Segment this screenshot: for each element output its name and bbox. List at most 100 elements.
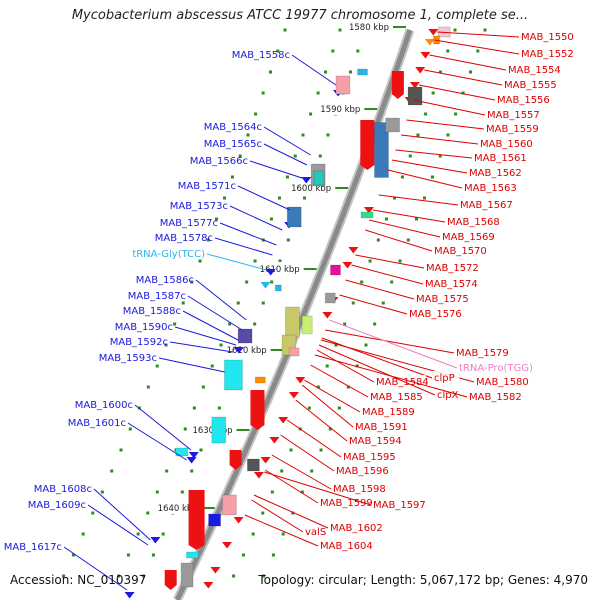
left-gene-label[interactable]: MAB_1565c (204, 139, 262, 150)
right-gene-label[interactable]: MAB_1559 (486, 124, 539, 135)
right-gene-label[interactable]: MAB_1568 (447, 217, 500, 228)
gene-minus-arrow[interactable] (188, 452, 199, 459)
left-gene-label[interactable]: MAB_1558c (232, 50, 290, 61)
gene-plus-arrow[interactable] (222, 542, 233, 549)
gene-plus-arrow[interactable] (278, 417, 289, 424)
gene-minus-arrow[interactable] (301, 177, 312, 184)
gene-block[interactable] (385, 117, 401, 133)
right-gene-label[interactable]: MAB_1550 (521, 32, 574, 43)
left-gene-label[interactable]: tRNA-Gly(TCC) (132, 249, 205, 260)
right-gene-label[interactable]: MAB_1563 (464, 183, 517, 194)
gene-plus-arrow[interactable] (342, 262, 353, 269)
right-gene-label[interactable]: MAB_1572 (426, 263, 479, 274)
right-gene-label[interactable]: MAB_1574 (425, 279, 478, 290)
gene-block[interactable] (237, 328, 253, 344)
right-gene-label[interactable]: MAB_1556 (497, 95, 550, 106)
gene-feature[interactable] (288, 347, 300, 357)
left-gene-label[interactable]: MAB_1590c (115, 322, 173, 333)
right-gene-label[interactable]: valS (305, 527, 326, 538)
right-gene-label[interactable]: MAB_1602 (330, 523, 383, 534)
gene-minus-arrow[interactable] (150, 537, 161, 544)
right-gene-label[interactable]: MAB_1597 (373, 500, 426, 511)
right-gene-label[interactable]: MAB_1585 (370, 392, 423, 403)
left-gene-label[interactable]: MAB_1564c (204, 122, 262, 133)
right-gene-label[interactable]: MAB_1584 (376, 377, 429, 388)
right-gene-label[interactable]: tRNA-Pro(TGG) (459, 363, 533, 374)
gene-block[interactable] (188, 490, 205, 550)
gene-feature[interactable] (175, 447, 189, 457)
gene-minus-arrow[interactable] (233, 347, 244, 354)
right-gene-label[interactable]: MAB_1589 (362, 407, 415, 418)
gene-minus-arrow[interactable] (260, 282, 271, 289)
gene-plus-arrow[interactable] (295, 377, 306, 384)
right-gene-label[interactable]: MAB_1594 (349, 436, 402, 447)
right-gene-label[interactable]: MAB_1569 (442, 232, 495, 243)
gene-plus-arrow[interactable] (322, 312, 333, 319)
right-gene-label[interactable]: clpP (434, 373, 455, 384)
left-gene-label[interactable]: MAB_1578c (155, 233, 213, 244)
gene-block[interactable] (250, 390, 265, 430)
gene-block[interactable] (391, 71, 404, 99)
gene-minus-arrow[interactable] (265, 269, 276, 276)
right-gene-label[interactable]: MAB_1557 (487, 110, 540, 121)
right-gene-label[interactable]: MAB_1596 (336, 466, 389, 477)
right-gene-label[interactable]: MAB_1599 (320, 498, 373, 509)
left-gene-label[interactable]: MAB_1609c (28, 500, 86, 511)
left-gene-label[interactable]: MAB_1600c (75, 400, 133, 411)
left-gene-label[interactable]: MAB_1586c (136, 275, 194, 286)
gene-block[interactable] (208, 513, 222, 527)
left-gene-label[interactable]: MAB_1571c (178, 181, 236, 192)
gene-feature[interactable] (360, 211, 374, 219)
gene-feature[interactable] (329, 264, 341, 276)
right-gene-label[interactable]: MAB_1582 (469, 392, 522, 403)
gene-plus-arrow[interactable] (428, 29, 439, 36)
gene-block[interactable] (373, 122, 389, 178)
gene-plus-arrow[interactable] (409, 82, 420, 89)
gene-plus-arrow[interactable] (269, 437, 280, 444)
gene-plus-arrow[interactable] (288, 392, 299, 399)
right-gene-label[interactable]: MAB_1598 (333, 484, 386, 495)
gene-block[interactable] (246, 458, 260, 472)
gene-feature[interactable] (356, 68, 368, 76)
right-gene-label[interactable]: MAB_1579 (456, 348, 509, 359)
gene-block[interactable] (284, 306, 300, 338)
gene-block[interactable] (211, 416, 227, 444)
left-gene-label[interactable]: MAB_1566c (190, 156, 248, 167)
right-gene-label[interactable]: MAB_1567 (460, 200, 513, 211)
gene-plus-arrow[interactable] (420, 52, 431, 59)
gene-plus-arrow[interactable] (424, 39, 435, 46)
gene-feature[interactable] (254, 376, 266, 384)
right-gene-label[interactable]: MAB_1604 (320, 541, 373, 552)
right-gene-label[interactable]: MAB_1555 (504, 80, 557, 91)
gene-block[interactable] (407, 86, 423, 106)
right-gene-label[interactable]: MAB_1595 (343, 452, 396, 463)
gene-block[interactable] (360, 120, 375, 170)
right-gene-label[interactable]: MAB_1575 (416, 294, 469, 305)
right-gene-label[interactable]: MAB_1552 (521, 49, 574, 60)
left-gene-label[interactable]: MAB_1617c (4, 542, 62, 553)
gene-block[interactable] (164, 570, 177, 590)
gene-plus-arrow[interactable] (260, 457, 271, 464)
gene-plus-arrow[interactable] (203, 582, 214, 589)
gene-plus-arrow[interactable] (363, 207, 374, 214)
left-gene-label[interactable]: MAB_1577c (160, 218, 218, 229)
gene-feature[interactable] (274, 284, 282, 292)
right-gene-label[interactable]: MAB_1561 (474, 153, 527, 164)
gene-block[interactable] (229, 450, 242, 470)
right-gene-label[interactable]: MAB_1560 (480, 139, 533, 150)
left-gene-label[interactable]: MAB_1608c (34, 484, 92, 495)
gene-minus-arrow[interactable] (124, 592, 135, 599)
gene-plus-arrow[interactable] (210, 567, 221, 574)
left-gene-label[interactable]: MAB_1587c (128, 291, 186, 302)
gene-block[interactable] (324, 292, 336, 304)
right-gene-label[interactable]: MAB_1591 (355, 422, 408, 433)
left-gene-label[interactable]: MAB_1588c (123, 306, 181, 317)
right-gene-label[interactable]: MAB_1570 (434, 246, 487, 257)
right-gene-label[interactable]: MAB_1580 (476, 377, 529, 388)
left-gene-label[interactable]: MAB_1592c (110, 337, 168, 348)
right-gene-label[interactable]: clpX (437, 390, 459, 401)
left-gene-label[interactable]: MAB_1573c (170, 201, 228, 212)
gene-plus-arrow[interactable] (233, 517, 244, 524)
right-gene-label[interactable]: MAB_1576 (409, 309, 462, 320)
